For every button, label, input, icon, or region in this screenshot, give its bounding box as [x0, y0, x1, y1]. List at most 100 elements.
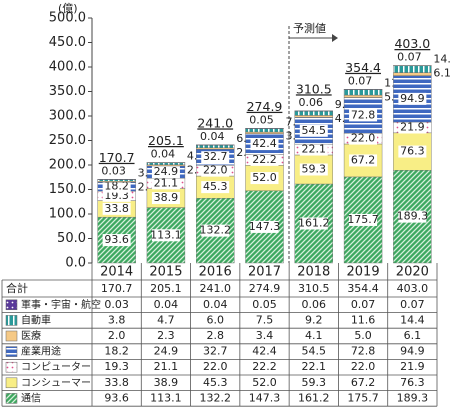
- table-cell: 161.2: [298, 391, 330, 404]
- table-cell: 0.04: [154, 298, 179, 311]
- label-bg: [349, 154, 378, 167]
- forecast-arrowhead: [332, 34, 338, 42]
- total-label: 241.0: [197, 115, 233, 130]
- bar-segment: [245, 131, 284, 134]
- total-label: 403.0: [394, 36, 430, 51]
- table-cell: 147.3: [249, 391, 281, 404]
- legend-label: コンピューター: [21, 361, 91, 373]
- bar-label: 76.3: [400, 145, 425, 158]
- label-bg: [201, 151, 230, 164]
- label-bg: [201, 181, 230, 194]
- bar-label: 21.9: [400, 120, 425, 133]
- bar-label: 113.1: [150, 228, 182, 241]
- table-cell: 2.8: [206, 329, 224, 342]
- legend-label: 自動車: [21, 313, 51, 326]
- label-bg: [398, 145, 427, 158]
- bar-label: 59.3: [302, 162, 327, 175]
- legend-label: 通信: [21, 392, 41, 404]
- table-cell: 6.1: [404, 329, 422, 342]
- bar-label: 32.7: [203, 150, 228, 163]
- legend-swatch: [5, 361, 18, 373]
- bar-label: 67.2: [351, 153, 376, 166]
- label-bg: [201, 164, 230, 177]
- table-cell: 0.04: [203, 298, 228, 311]
- table-cell: 0.05: [252, 298, 277, 311]
- bar-label: 24.9: [154, 165, 179, 178]
- bar-label: 22.1: [302, 143, 327, 156]
- label-bg: [250, 153, 279, 166]
- table-cell: 59.3: [302, 376, 327, 389]
- bar-label: 52.0: [252, 171, 277, 184]
- table-cell: 24.9: [154, 345, 179, 358]
- bar-label: 33.8: [104, 202, 129, 215]
- bar-label: 21.1: [154, 176, 179, 189]
- table-cell: 170.7: [101, 282, 133, 295]
- y-unit: (億): [58, 2, 78, 15]
- table-cell: 94.9: [400, 345, 425, 358]
- bar-label: 161.2: [298, 217, 330, 230]
- x-tick-label: 2020: [396, 265, 429, 280]
- x-tick-label: 2016: [199, 265, 232, 280]
- y-tick-label: 450.0: [49, 35, 86, 50]
- label-bg: [201, 224, 230, 237]
- label-bg: [299, 124, 328, 137]
- bar-label: 0.04: [200, 130, 225, 143]
- table-cell: 9.2: [305, 313, 323, 326]
- table-cell: 354.4: [347, 282, 379, 295]
- table-cell: 22.0: [351, 360, 376, 373]
- table-cell: 2.0: [108, 329, 126, 342]
- label-bg: [102, 202, 131, 215]
- x-tick-label: 2019: [347, 265, 380, 280]
- table-cell: 76.3: [400, 376, 425, 389]
- table-cell: 21.9: [400, 360, 425, 373]
- label-bg: [151, 192, 180, 205]
- y-tick-label: 350.0: [49, 84, 86, 99]
- table-cell: 21.1: [154, 360, 179, 373]
- total-label: 274.9: [247, 99, 283, 114]
- bar-label: 14.4: [433, 53, 451, 66]
- legend-swatch: [5, 315, 18, 326]
- table-cell: 22.2: [252, 360, 277, 373]
- bar-label: 189.3: [397, 210, 429, 223]
- label-bg: [250, 172, 279, 185]
- bar-label: 18.2: [104, 180, 129, 193]
- table-cell: 18.2: [104, 345, 129, 358]
- label-bg: [349, 132, 378, 145]
- label-bg: [151, 166, 180, 179]
- label-bg: [250, 138, 279, 151]
- bar-label: 38.9: [154, 191, 179, 204]
- bar-label: 0.03: [101, 164, 126, 177]
- bar-segment: [393, 72, 432, 76]
- legend-label: 産業用途: [21, 345, 61, 358]
- table-cell: 22.0: [203, 360, 228, 373]
- label-bg: [299, 217, 328, 230]
- bar-label: 0.07: [397, 51, 422, 64]
- y-tick-label: 400.0: [49, 60, 86, 75]
- y-tick-label: 200.0: [49, 158, 86, 173]
- table-cell: 0.03: [104, 298, 129, 311]
- legend-label: コンシューマー: [21, 378, 91, 389]
- table-cell: 175.7: [347, 391, 379, 404]
- x-tick-label: 2015: [149, 265, 182, 280]
- table-cell: 113.1: [150, 391, 182, 404]
- annotation: 予測値: [293, 21, 326, 35]
- legend-label: 軍事・宇宙・航空: [21, 298, 101, 311]
- bar-label: 132.2: [199, 224, 231, 237]
- table-cell: 3.8: [108, 313, 126, 326]
- table-cell: 4.1: [305, 329, 323, 342]
- bar-label: 94.9: [400, 92, 425, 105]
- total-label: 354.4: [345, 60, 381, 75]
- table-cell: 0.07: [400, 298, 425, 311]
- table-cell: 38.9: [154, 376, 179, 389]
- label-bg: [250, 220, 279, 233]
- table-cell: 19.3: [104, 360, 129, 373]
- bar-segment: [196, 147, 235, 150]
- label-bg: [398, 210, 427, 223]
- legend-swatch: [5, 330, 18, 342]
- table-row-label: 合計: [6, 281, 28, 295]
- table-cell: 403.0: [397, 282, 429, 295]
- label-bg: [349, 109, 378, 122]
- total-label: 310.5: [296, 81, 332, 96]
- table-cell: 2.3: [157, 329, 175, 342]
